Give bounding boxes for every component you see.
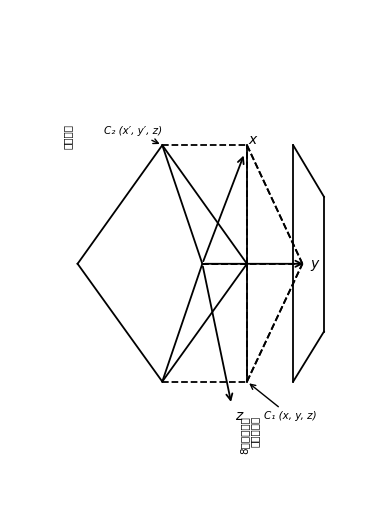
Text: z: z (235, 408, 243, 422)
Text: x: x (249, 133, 257, 147)
Text: 8字线圈的一: 8字线圈的一 (239, 416, 249, 454)
Text: 个矩形回路: 个矩形回路 (250, 416, 260, 448)
Text: 超导线圈: 超导线圈 (62, 124, 72, 149)
Text: C₁ (x, y, z): C₁ (x, y, z) (251, 384, 316, 421)
Text: C₂ (x′, y′, z): C₂ (x′, y′, z) (104, 126, 162, 144)
Text: y: y (310, 257, 318, 271)
